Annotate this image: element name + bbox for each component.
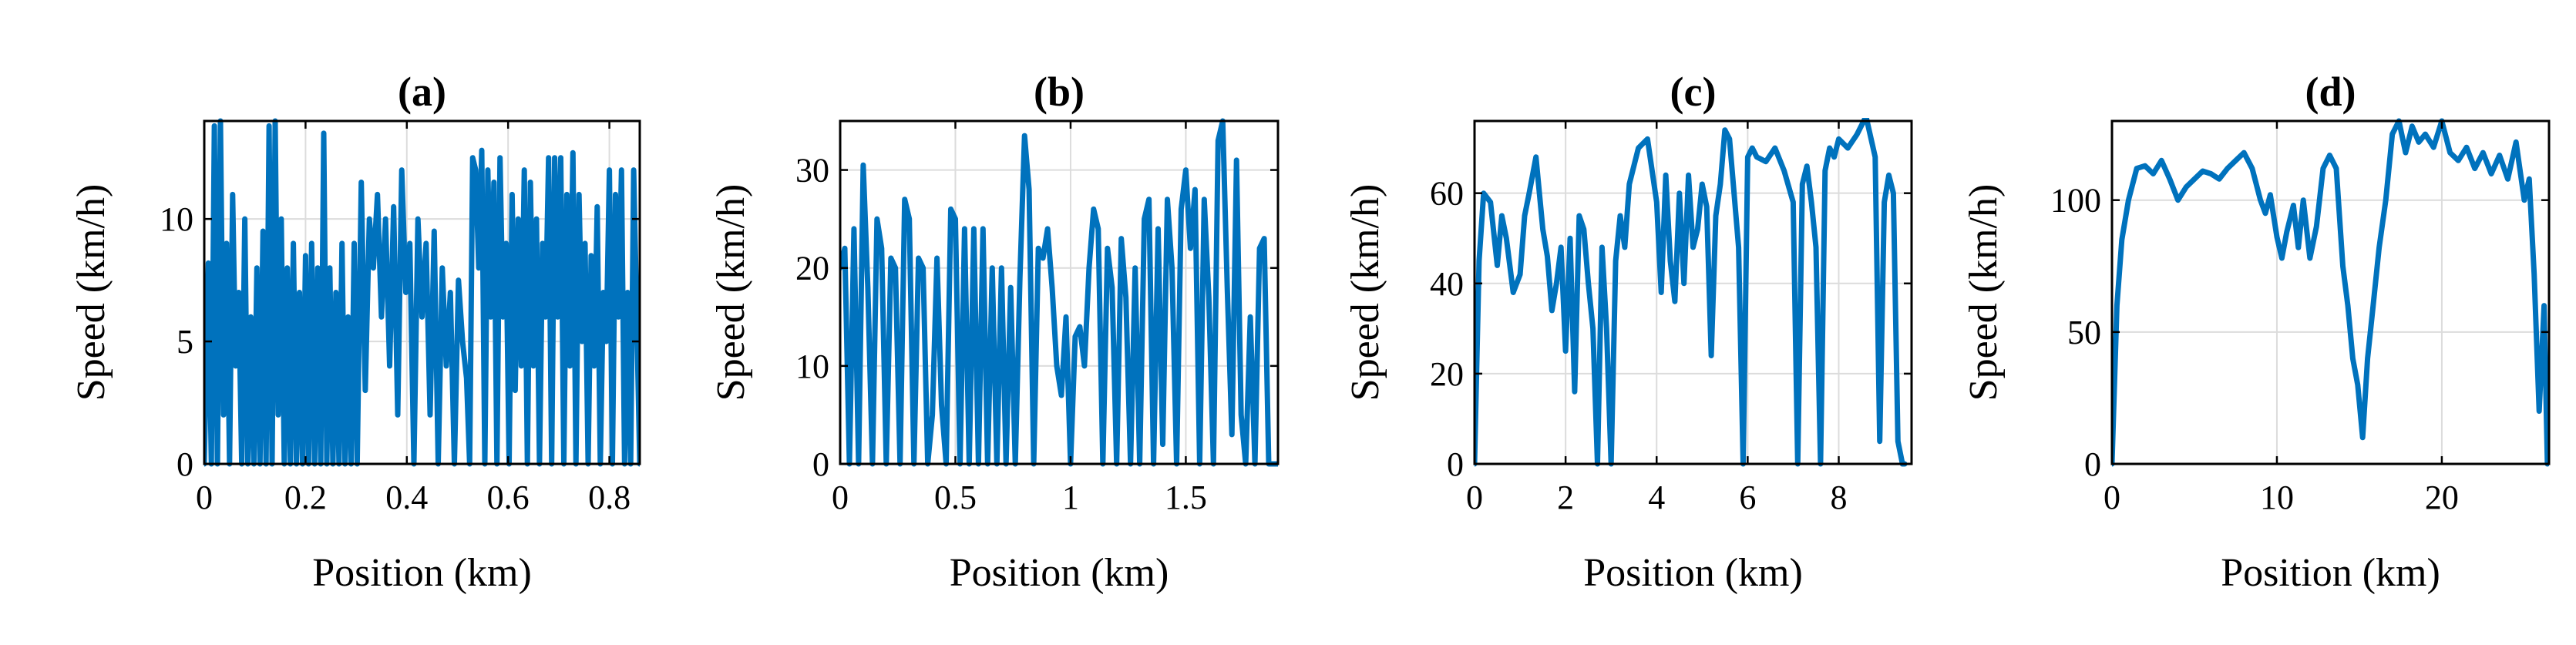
- y-tick-label: 20: [1430, 355, 1464, 393]
- y-tick-label: 10: [160, 200, 193, 238]
- x-tick-label: 0: [832, 479, 849, 516]
- y-axis-label: Speed (km/h): [69, 184, 113, 401]
- x-tick-label: 1: [1062, 479, 1079, 516]
- x-tick-label: 0: [196, 479, 213, 516]
- y-tick-label: 0: [2084, 445, 2101, 483]
- x-tick-label: 2: [1557, 479, 1574, 516]
- y-axis-label: Speed (km/h): [709, 184, 753, 401]
- y-tick-label: 10: [795, 348, 829, 385]
- x-tick-label: 0.6: [487, 479, 530, 516]
- y-tick-label: 0: [177, 445, 193, 483]
- x-tick-label: 10: [2260, 479, 2294, 516]
- x-axis-label: Position (km): [1583, 551, 1803, 595]
- panel-b: 0 0.5 1 1.5 0 10 20 30 (b) Position (km) Speed (km…: [709, 69, 1280, 595]
- panel-title: (b): [1034, 69, 1085, 115]
- series-line-speed: [204, 118, 640, 467]
- x-tick-label: 0.4: [385, 479, 428, 516]
- y-tick-label: 40: [1430, 265, 1464, 303]
- axes-frame: [203, 119, 641, 465]
- x-axis-label: Position (km): [312, 551, 532, 595]
- x-tick-label: 0.5: [934, 479, 977, 516]
- plot-area: [2112, 121, 2549, 464]
- x-tick-label: 1.5: [1165, 479, 1207, 516]
- y-axis-label: Speed (km/h): [1343, 184, 1387, 401]
- y-tick-label: 100: [2050, 182, 2101, 220]
- axes-frame: [2110, 119, 2551, 465]
- y-axis-label: Speed (km/h): [1962, 184, 2006, 401]
- panel-c: 0 2 4 6 8 0 20 40 60 (c) Position (km) Speed (km/h): [1343, 69, 1913, 595]
- series-line-speed: [1475, 118, 1908, 467]
- y-tick-label: 50: [2067, 314, 2101, 351]
- y-tick-label: 0: [1447, 445, 1464, 483]
- x-axis-label: Position (km): [950, 551, 1169, 595]
- series-line-speed: [2112, 118, 2549, 467]
- y-tick-label: 0: [812, 445, 829, 483]
- panel-d: 0 10 20 0 50 100 (d) Position (km) Speed (km/h): [1962, 69, 2551, 595]
- x-tick-label: 8: [1831, 479, 1848, 516]
- x-axis-label: Position (km): [2221, 551, 2440, 595]
- panel-title: (d): [2305, 69, 2356, 115]
- x-tick-label: 20: [2425, 479, 2459, 516]
- y-tick-label: 60: [1430, 175, 1464, 213]
- x-tick-label: 4: [1648, 479, 1665, 516]
- x-tick-label: 6: [1739, 479, 1756, 516]
- panel-title: (c): [1670, 69, 1717, 115]
- x-tick-label: 0.8: [588, 479, 631, 516]
- axes-frame: [1473, 119, 1913, 465]
- x-tick-label: 0: [2104, 479, 2120, 516]
- y-tick-label: 30: [795, 152, 829, 190]
- axes-frame: [839, 119, 1280, 465]
- panel-title: (a): [398, 69, 446, 115]
- panel-a: 0 0.2 0.4 0.6 0.8 0 5 10 (a) Position (km) Speed (…: [69, 69, 641, 595]
- x-tick-label: 0: [1466, 479, 1483, 516]
- x-tick-label: 0.2: [284, 479, 327, 516]
- series-line-speed: [840, 118, 1278, 467]
- y-tick-label: 20: [795, 250, 829, 287]
- y-tick-label: 5: [177, 323, 193, 361]
